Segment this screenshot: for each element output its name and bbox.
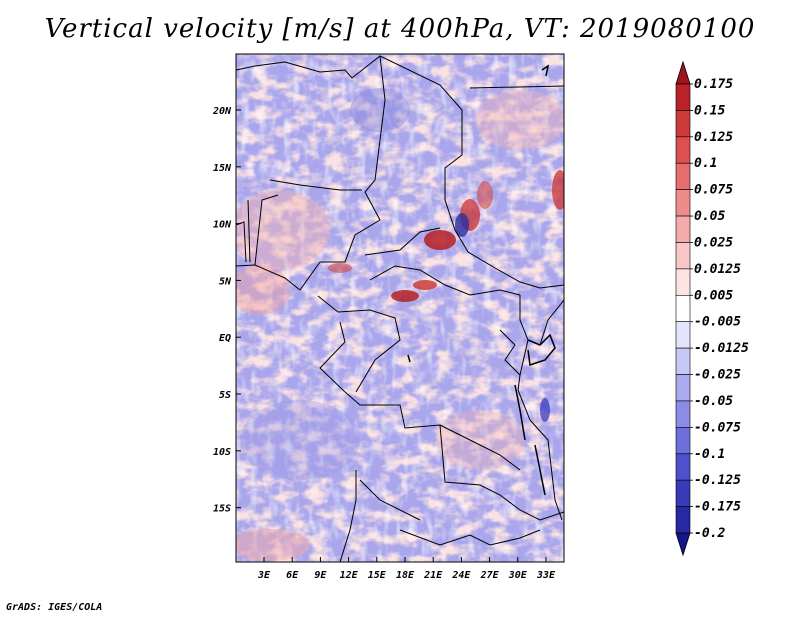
colorbar-segment	[675, 400, 691, 428]
lake-outlines	[407, 64, 556, 496]
colorbar-label: -0.0125	[694, 341, 749, 356]
lat-label: 10S	[213, 447, 231, 458]
lon-label: 21E	[423, 570, 443, 581]
colorbar-label: 0.05	[694, 209, 725, 224]
colorbar-segment	[675, 374, 691, 402]
lon-label: 33E	[536, 570, 556, 581]
colorbar-label: -0.075	[694, 420, 741, 435]
colorbar-label: 0.025	[694, 235, 733, 250]
colorbar-segment	[675, 321, 691, 349]
lon-label: 6E	[286, 570, 299, 581]
colorbar-label: -0.175	[694, 500, 741, 515]
colorbar-label: 0.075	[694, 183, 733, 198]
lat-label: 15S	[213, 504, 231, 515]
colorbar-cap-top	[675, 60, 691, 85]
credit-label: GrADS: IGES/COLA	[6, 602, 103, 613]
colorbar-label: -0.05	[694, 394, 733, 409]
colorbar: 0.175 0.15 0.125 0.1 0.075 0.05 0.025 0.0125 0.0…	[675, 60, 749, 557]
colorbar-label: 0.125	[694, 130, 733, 145]
lon-label: 27E	[480, 570, 500, 581]
colorbar-label: 0.175	[694, 77, 733, 92]
strong-downdraft-cells	[240, 88, 550, 480]
lon-label: 12E	[340, 570, 359, 581]
colorbar-label: -0.025	[694, 368, 741, 383]
colorbar-segment	[675, 110, 691, 138]
colorbar-segment	[675, 294, 691, 323]
lon-label: 30E	[508, 570, 528, 581]
colorbar-segment	[675, 189, 691, 217]
colorbar-segment	[675, 347, 691, 375]
colorbar-label: 0.1	[694, 156, 717, 171]
colorbar-segment	[675, 136, 691, 164]
lat-label: 5S	[219, 390, 231, 401]
map-title: Vertical velocity [m/s] at 400hPa, VT: 2…	[44, 14, 756, 44]
lon-label: 24E	[451, 570, 471, 581]
lat-label: EQ	[219, 333, 231, 344]
velocity-field	[236, 54, 564, 562]
colorbar-cap-bottom	[675, 532, 691, 557]
colorbar-segment	[675, 242, 691, 270]
lat-label: 5N	[219, 276, 232, 287]
colorbar-segment	[675, 479, 691, 507]
longitude-axis: 3E 6E 9E 12E 15E 18E 21E 24E 27E 30E 33E	[257, 557, 556, 581]
colorbar-label: 0.15	[694, 103, 725, 118]
colorbar-label: 0.005	[694, 288, 733, 303]
lon-label: 18E	[396, 570, 415, 581]
lat-label: 10N	[213, 220, 232, 231]
colorbar-segment	[675, 215, 691, 243]
colorbar-segment	[675, 506, 691, 534]
colorbar-label: -0.125	[694, 473, 741, 488]
colorbar-label: -0.1	[694, 447, 725, 462]
lat-label: 20N	[212, 106, 232, 117]
lat-label: 15N	[213, 163, 232, 174]
colorbar-label: -0.005	[694, 315, 741, 330]
country-borders	[236, 55, 564, 562]
colorbar-label: 0.0125	[694, 262, 741, 277]
colorbar-segment	[675, 162, 691, 190]
lon-label: 9E	[314, 570, 327, 581]
colorbar-segment	[675, 427, 691, 455]
latitude-axis: 20N 15N 10N 5N EQ 5S 10S 15S	[212, 106, 241, 515]
colorbar-segment	[675, 83, 691, 111]
colorbar-segment	[675, 453, 691, 481]
colorbar-label: -0.2	[694, 526, 725, 541]
lon-label: 15E	[368, 570, 387, 581]
map-frame	[235, 53, 565, 563]
colorbar-segment	[675, 268, 691, 296]
strong-updraft-cells	[328, 170, 564, 302]
lon-label: 3E	[257, 570, 271, 581]
